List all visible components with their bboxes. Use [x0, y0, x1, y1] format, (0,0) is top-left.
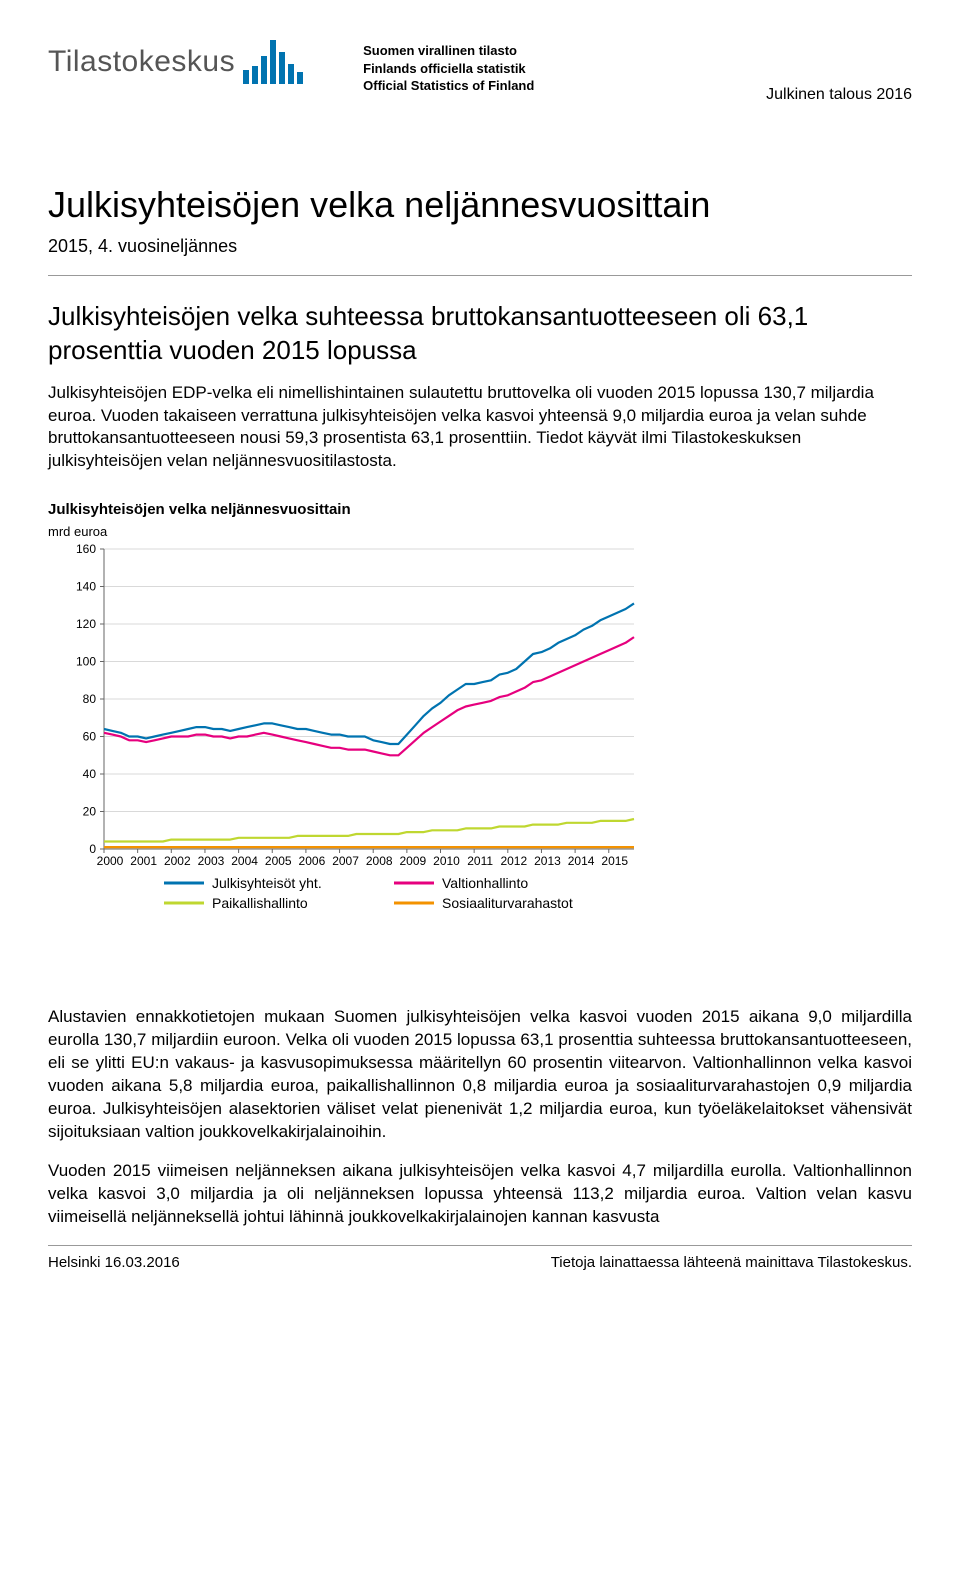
page-subtitle: 2015, 4. vuosineljännes — [48, 236, 912, 257]
footer-date: Helsinki 16.03.2016 — [48, 1254, 180, 1271]
svg-text:2005: 2005 — [265, 854, 292, 868]
svg-text:2011: 2011 — [467, 854, 493, 868]
header: Tilastokeskus Suomen virallinen tilasto … — [48, 40, 912, 104]
svg-text:100: 100 — [76, 655, 96, 669]
footer: Helsinki 16.03.2016 Tietoja lainattaessa… — [48, 1246, 912, 1271]
line-chart: 0 20 40 60 80 100 120 140 160 2000 2001 2002 2003 200… — [48, 541, 648, 921]
svg-text:2003: 2003 — [198, 854, 225, 868]
chart-container: Julkisyhteisöjen velka neljännesvuositta… — [48, 501, 912, 926]
divider — [48, 275, 912, 276]
page-title: Julkisyhteisöjen velka neljännesvuositta… — [48, 184, 912, 226]
svg-text:2013: 2013 — [534, 854, 561, 868]
svg-text:120: 120 — [76, 617, 96, 631]
logo: Tilastokeskus — [48, 40, 303, 84]
svg-text:Paikallishallinto: Paikallishallinto — [212, 895, 308, 911]
svg-text:2001: 2001 — [130, 854, 157, 868]
svg-text:Valtionhallinto: Valtionhallinto — [442, 875, 528, 891]
svg-text:2002: 2002 — [164, 854, 191, 868]
logo-bars-icon — [243, 40, 303, 84]
official-sv: Finlands officiella statistik — [363, 60, 534, 78]
svg-text:2010: 2010 — [433, 854, 460, 868]
header-topic: Julkinen talous 2016 — [766, 86, 912, 104]
svg-text:2014: 2014 — [568, 854, 595, 868]
official-fi: Suomen virallinen tilasto — [363, 42, 534, 60]
svg-text:2006: 2006 — [299, 854, 326, 868]
svg-text:80: 80 — [83, 692, 97, 706]
body-paragraph-1: Alustavien ennakkotietojen mukaan Suomen… — [48, 1006, 912, 1144]
svg-text:2009: 2009 — [400, 854, 427, 868]
svg-text:0: 0 — [89, 842, 96, 856]
svg-text:2000: 2000 — [97, 854, 124, 868]
lead-heading: Julkisyhteisöjen velka suhteessa bruttok… — [48, 300, 912, 368]
official-statistics-label: Suomen virallinen tilasto Finlands offic… — [363, 42, 534, 95]
svg-text:60: 60 — [83, 730, 97, 744]
official-en: Official Statistics of Finland — [363, 77, 534, 95]
svg-text:2007: 2007 — [332, 854, 359, 868]
svg-text:2012: 2012 — [500, 854, 527, 868]
svg-text:20: 20 — [83, 805, 97, 819]
chart-title: Julkisyhteisöjen velka neljännesvuositta… — [48, 501, 912, 518]
svg-text:2008: 2008 — [366, 854, 393, 868]
chart-ylabel: mrd euroa — [48, 524, 912, 539]
svg-text:160: 160 — [76, 542, 96, 556]
svg-text:140: 140 — [76, 580, 96, 594]
svg-text:2015: 2015 — [601, 854, 628, 868]
body-paragraph-2: Vuoden 2015 viimeisen neljänneksen aikan… — [48, 1160, 912, 1229]
svg-text:Sosiaaliturvarahastot: Sosiaaliturvarahastot — [442, 895, 573, 911]
lead-body: Julkisyhteisöjen EDP-velka eli nimellish… — [48, 382, 912, 474]
footer-attribution: Tietoja lainattaessa lähteenä mainittava… — [551, 1254, 912, 1271]
svg-text:Julkisyhteisöt yht.: Julkisyhteisöt yht. — [212, 875, 322, 891]
svg-text:2004: 2004 — [231, 854, 258, 868]
logo-text: Tilastokeskus — [48, 45, 235, 79]
svg-text:40: 40 — [83, 767, 97, 781]
